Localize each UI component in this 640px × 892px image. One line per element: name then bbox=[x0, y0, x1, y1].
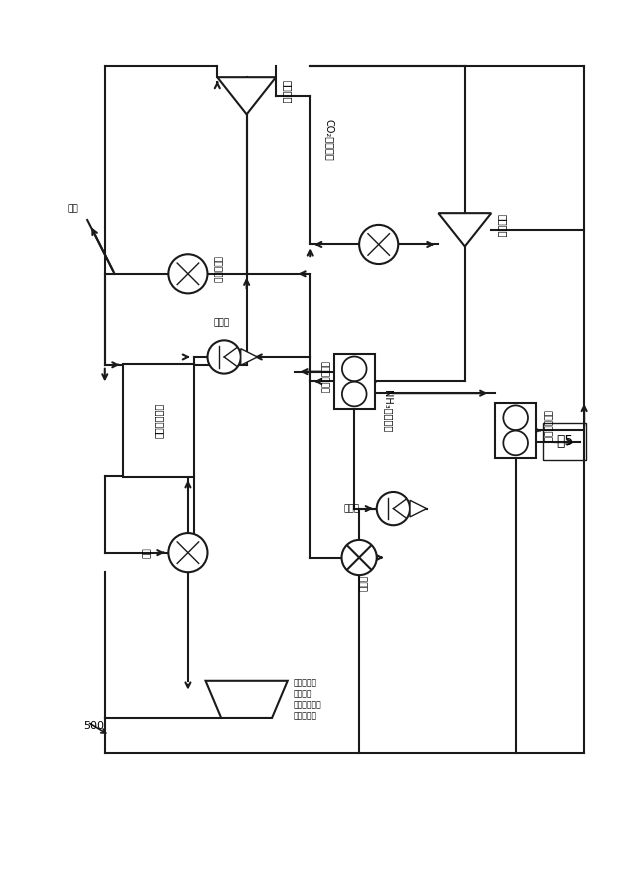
Bar bbox=[495, 403, 536, 458]
Polygon shape bbox=[410, 500, 427, 517]
Circle shape bbox=[168, 533, 207, 572]
Text: 図5: 図5 bbox=[556, 434, 573, 447]
Polygon shape bbox=[241, 349, 257, 366]
Text: 500: 500 bbox=[83, 721, 104, 731]
Text: ポンプ: ポンプ bbox=[343, 504, 359, 513]
Polygon shape bbox=[217, 78, 276, 114]
Text: タービン: タービン bbox=[497, 214, 507, 237]
Text: タービン: タービン bbox=[282, 80, 292, 103]
Text: 空気: 空気 bbox=[142, 548, 151, 558]
Text: コンデンサー: コンデンサー bbox=[319, 361, 328, 393]
Bar bbox=[543, 423, 586, 459]
Text: 膨張弁: 膨張弁 bbox=[360, 574, 369, 591]
Circle shape bbox=[359, 225, 398, 264]
Text: 排熱交換器: 排熱交換器 bbox=[212, 257, 221, 284]
Polygon shape bbox=[205, 681, 288, 718]
Text: 排気: 排気 bbox=[67, 204, 78, 213]
Polygon shape bbox=[438, 213, 492, 246]
Circle shape bbox=[168, 254, 207, 293]
Circle shape bbox=[342, 540, 377, 575]
Text: ポンプ: ポンプ bbox=[213, 318, 229, 327]
Text: コンデンサー: コンデンサー bbox=[542, 410, 551, 442]
Circle shape bbox=[207, 341, 241, 374]
Bar bbox=[124, 364, 194, 477]
Circle shape bbox=[377, 492, 410, 525]
Text: ガスタービン: ガスタービン bbox=[154, 403, 164, 438]
Text: CO₂サイクル: CO₂サイクル bbox=[324, 119, 334, 161]
Text: 入口条件に
依存する
コンプレッサ
又はポンプ: 入口条件に 依存する コンプレッサ 又はポンプ bbox=[294, 678, 321, 721]
Text: NH₃サイクル: NH₃サイクル bbox=[383, 390, 392, 432]
Bar bbox=[333, 354, 375, 409]
